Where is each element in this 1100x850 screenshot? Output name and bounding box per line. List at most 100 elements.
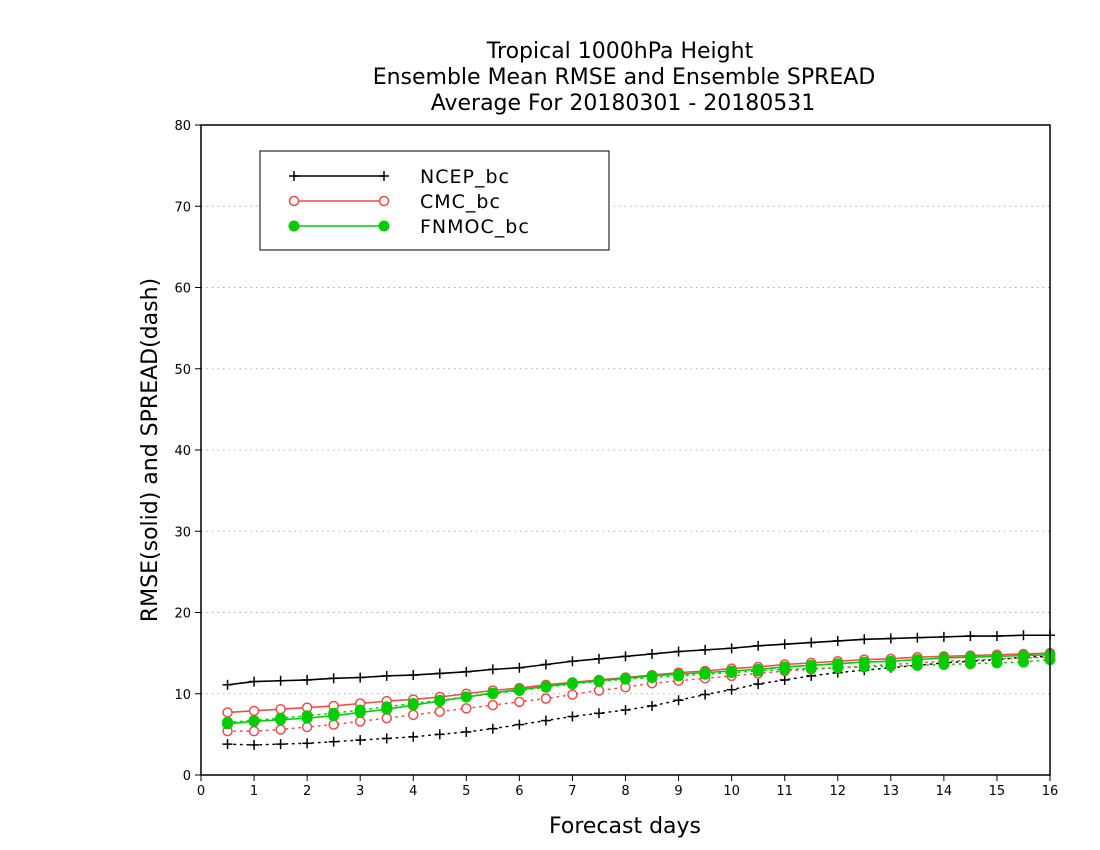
cmc-bc-rmse-point <box>275 703 286 715</box>
ncep-bc-spread-point <box>434 729 445 740</box>
title-line-3: Average For 20180301 - 20180531 <box>431 91 816 116</box>
ncep-bc-rmse-point <box>275 675 286 686</box>
y-tick-label: 0 <box>183 769 191 784</box>
ncep-bc-rmse-point <box>593 653 604 664</box>
series-cmc-bc <box>222 647 1056 737</box>
legend-item-fnmoc-bc: FNMOC_bc <box>288 216 529 238</box>
fnmoc-bc-rmse-point <box>726 665 738 677</box>
cmc-bc-spread-point <box>540 693 552 704</box>
fnmoc-bc-rmse-point <box>911 654 923 666</box>
ncep-bc-rmse-point <box>487 664 498 675</box>
ncep-bc-rmse-point <box>726 643 737 654</box>
cmc-bc-spread-point <box>593 685 605 696</box>
ncep-bc-rmse-point <box>222 679 233 690</box>
fnmoc-bc-rmse-point <box>434 695 446 707</box>
ncep-bc-rmse-point <box>620 651 631 662</box>
ncep-bc-spread-point <box>700 689 711 700</box>
x-tick-label: 7 <box>568 784 576 799</box>
ncep-bc-spread-point <box>593 708 604 719</box>
legend-marker <box>378 220 390 232</box>
fnmoc-bc-rmse-point <box>487 687 499 699</box>
x-tick-label: 1 <box>250 784 258 799</box>
ncep-bc-spread-point <box>355 735 366 746</box>
x-tick-label: 12 <box>829 784 846 799</box>
cmc-bc-spread-point <box>434 706 446 717</box>
ncep-bc-rmse-point <box>408 670 419 681</box>
y-tick-label: 60 <box>174 282 191 297</box>
ncep-bc-rmse-point <box>302 674 313 685</box>
ncep-bc-spread-point <box>222 739 233 750</box>
ncep-bc-rmse-point <box>514 662 525 673</box>
x-tick-label: 13 <box>883 784 900 799</box>
fnmoc-bc-rmse-point <box>301 712 313 724</box>
ncep-bc-rmse-point <box>700 644 711 655</box>
ncep-bc-rmse-point <box>1018 630 1029 641</box>
legend-marker <box>288 220 300 232</box>
fnmoc-bc-rmse-point <box>858 656 870 668</box>
fnmoc-bc-rmse-point <box>938 652 950 664</box>
cmc-bc-rmse-point <box>222 707 233 718</box>
fnmoc-bc-rmse-point <box>673 668 685 680</box>
y-axis: 0 10 20 30 40 50 60 70 80 <box>174 119 201 784</box>
ncep-bc-spread-line <box>226 655 1051 746</box>
x-tick-label: 9 <box>674 784 682 799</box>
ncep-bc-rmse-point <box>991 631 1002 642</box>
cmc-bc-spread-point <box>328 719 339 730</box>
cmc-bc-spread-point <box>567 689 578 700</box>
ncep-bc-rmse-point <box>381 670 392 681</box>
x-tick-label: 5 <box>462 784 470 799</box>
cmc-bc-spread-point <box>514 696 525 708</box>
fnmoc-bc-rmse-point <box>1017 650 1029 662</box>
ncep-bc-rmse-point <box>965 631 976 642</box>
ncep-bc-rmse-point <box>647 648 658 659</box>
x-tick-label: 2 <box>303 784 311 799</box>
series-layer <box>222 630 1056 750</box>
ncep-bc-rmse-point <box>540 659 551 670</box>
fnmoc-bc-rmse-point <box>779 661 791 673</box>
y-tick-label: 50 <box>174 363 191 378</box>
fnmoc-bc-rmse-point <box>566 677 578 689</box>
legend-item-ncep-bc: NCEP_bc <box>289 166 509 188</box>
legend-item-cmc-bc: CMC_bc <box>288 191 500 213</box>
ncep-bc-spread-point <box>620 705 631 715</box>
ncep-bc-spread-point <box>302 738 313 749</box>
y-tick-label: 10 <box>174 688 191 703</box>
x-axis-title: Forecast days <box>549 814 701 839</box>
fnmoc-bc-rmse-point <box>620 672 631 684</box>
y-tick-label: 80 <box>174 119 191 134</box>
ncep-bc-spread-point <box>726 684 737 695</box>
ncep-bc-spread-point <box>567 711 578 722</box>
x-tick-label: 11 <box>776 784 793 799</box>
ncep-bc-rmse-point <box>355 672 366 683</box>
legend-marker <box>379 171 389 181</box>
fnmoc-bc-rmse-point <box>805 659 817 671</box>
x-tick-label: 16 <box>1042 784 1059 799</box>
y-axis-title: RMSE(solid) and SPREAD(dash) <box>138 278 163 622</box>
ncep-bc-rmse-point <box>434 668 445 679</box>
ncep-bc-spread-point <box>487 723 498 734</box>
ncep-bc-rmse-point <box>753 640 764 651</box>
ncep-bc-rmse-point <box>779 639 790 650</box>
ncep-bc-spread-point <box>540 715 551 726</box>
x-tick-label: 6 <box>515 784 523 799</box>
fnmoc-bc-rmse-point <box>513 684 525 696</box>
legend-marker <box>378 195 390 207</box>
cmc-bc-spread-point <box>381 712 392 724</box>
ncep-bc-spread-point <box>328 736 339 747</box>
fnmoc-bc-rmse-point <box>752 663 764 675</box>
fnmoc-bc-rmse-point <box>885 655 897 667</box>
x-tick-label: 10 <box>723 784 740 799</box>
ncep-bc-rmse-point <box>859 634 870 645</box>
ncep-bc-rmse-point <box>832 635 843 646</box>
fnmoc-bc-rmse-point <box>646 670 658 682</box>
fnmoc-bc-rmse-point <box>328 710 340 722</box>
fnmoc-bc-rmse-point <box>248 715 260 727</box>
ncep-bc-rmse-point <box>567 656 578 667</box>
fnmoc-bc-rmse-point <box>699 667 711 679</box>
fnmoc-bc-rmse-point <box>275 714 287 726</box>
fnmoc-bc-rmse-point <box>991 650 1003 662</box>
cmc-bc-spread-point <box>275 724 286 735</box>
ncep-bc-spread-point <box>249 739 260 750</box>
y-tick-label: 20 <box>174 607 191 622</box>
